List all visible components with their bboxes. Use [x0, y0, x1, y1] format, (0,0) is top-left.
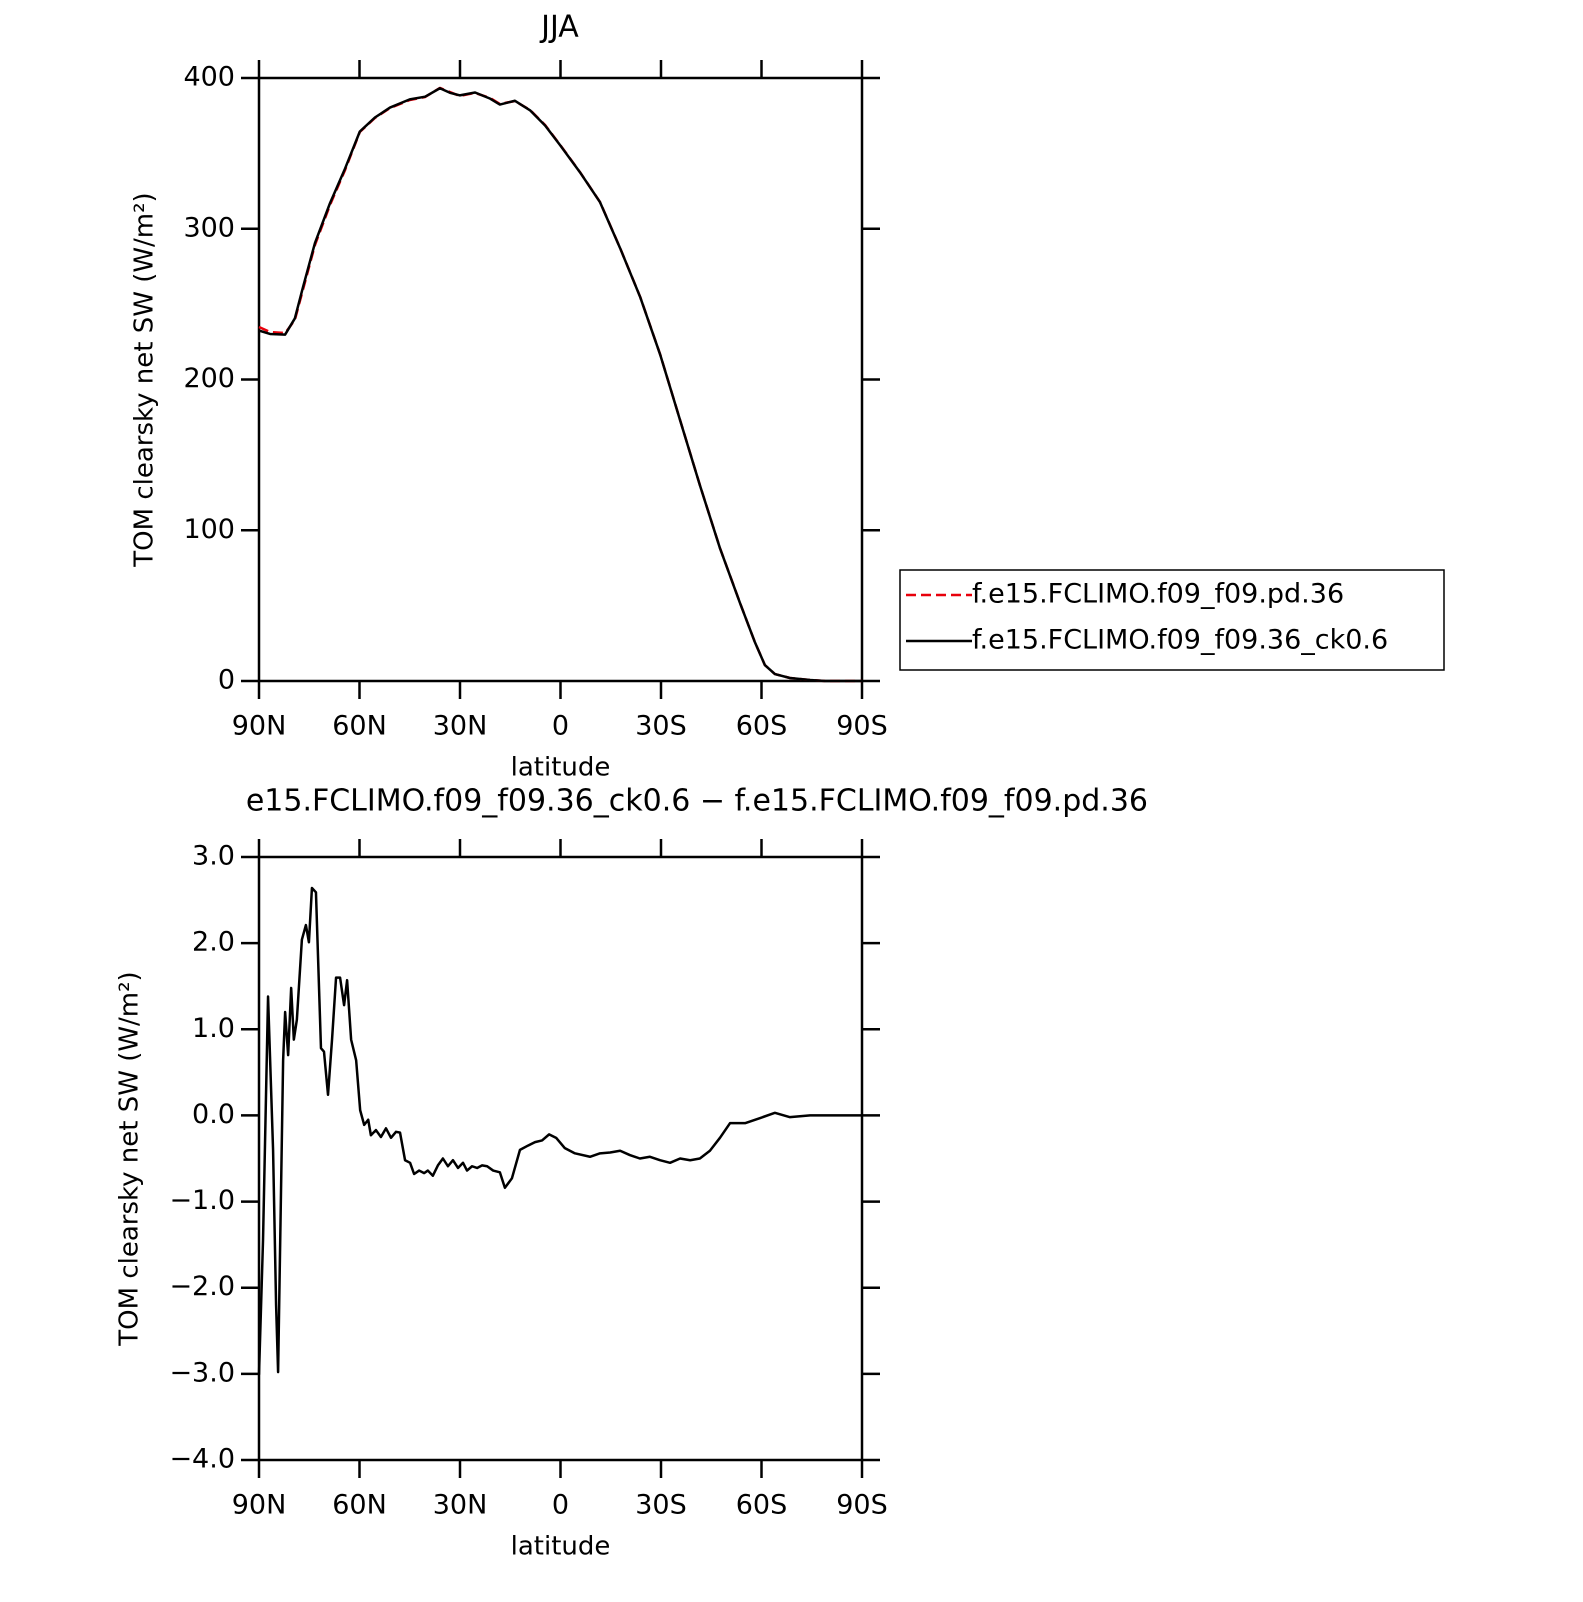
x-tick-label: 60N — [332, 711, 387, 742]
y-tick-label: 300 — [183, 212, 235, 243]
x-tick-label: 0 — [552, 1490, 569, 1521]
x-tick-label: 30N — [433, 711, 488, 742]
data-line — [257, 886, 862, 1375]
data-line — [258, 87, 862, 683]
y-tick-label: −1.0 — [169, 1185, 235, 1216]
legend-label: f.e15.FCLIMO.f09_f09.36_ck0.6 — [972, 625, 1388, 656]
y-tick-label: −3.0 — [169, 1357, 235, 1388]
y-tick-label: 3.0 — [192, 841, 235, 872]
y-tick-label: 200 — [183, 363, 235, 394]
x-tick-label: 90N — [232, 1490, 287, 1521]
y-tick-label: 0.0 — [192, 1099, 235, 1130]
chart-title: e15.FCLIMO.f09_f09.36_ck0.6 − f.e15.FCLI… — [246, 784, 1148, 819]
x-tick-label: 30N — [433, 1490, 488, 1521]
data-line — [258, 86, 862, 683]
plot-frame — [257, 76, 864, 683]
x-axis-label: latitude — [511, 1532, 611, 1562]
y-axis-label: TOM clearsky net SW (W/m²) — [130, 192, 160, 567]
x-tick-label: 90S — [836, 1490, 888, 1521]
chart-title: JJA — [539, 10, 579, 45]
x-axis-label: latitude — [511, 753, 611, 783]
y-tick-label: 0 — [218, 665, 235, 696]
x-tick-label: 30S — [635, 711, 687, 742]
y-tick-label: 400 — [183, 62, 235, 93]
y-tick-label: 1.0 — [192, 1013, 235, 1044]
y-tick-label: 2.0 — [192, 927, 235, 958]
y-axis-label: TOM clearsky net SW (W/m²) — [115, 971, 145, 1346]
x-tick-label: 90N — [232, 711, 287, 742]
x-tick-label: 60S — [736, 711, 788, 742]
y-tick-label: −4.0 — [169, 1444, 235, 1475]
legend-label: f.e15.FCLIMO.f09_f09.pd.36 — [972, 579, 1344, 610]
x-tick-label: 30S — [635, 1490, 687, 1521]
y-tick-label: −2.0 — [169, 1271, 235, 1302]
legend-box — [899, 569, 1445, 671]
x-tick-label: 60N — [332, 1490, 387, 1521]
x-tick-label: 0 — [552, 711, 569, 742]
x-tick-label: 60S — [736, 1490, 788, 1521]
y-tick-label: 100 — [183, 514, 235, 545]
plot-frame — [257, 855, 864, 1462]
x-tick-label: 90S — [836, 711, 888, 742]
